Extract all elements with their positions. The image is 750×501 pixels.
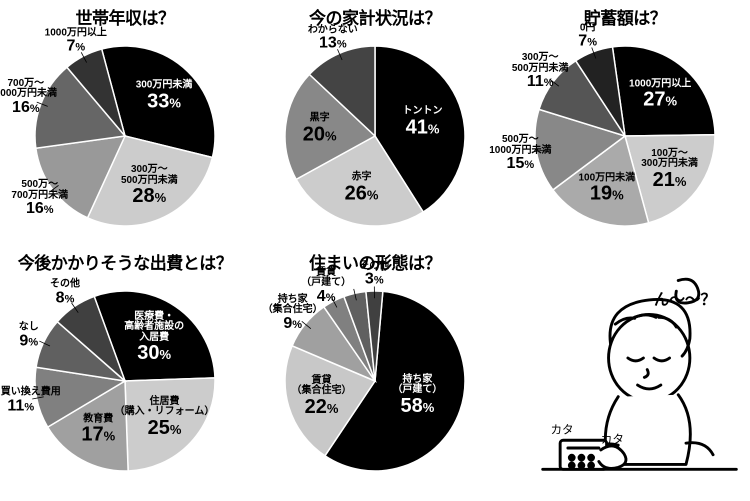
pie-savings: 1000万円以上27%100万～300万円未満21%100万円未満19%500万… — [520, 31, 730, 241]
svg-text:カタ: カタ — [550, 423, 573, 436]
cell-income: 世帯年収は？300万円未満33%300万～500万円未満28%500万～700万… — [0, 0, 250, 245]
slice-expenses-1 — [125, 378, 215, 471]
title-expenses: 今後かかりそうな出費とは？ — [18, 249, 233, 274]
cell-savings: 貯蓄額は？1000万円以上27%100万～300万円未満21%100万円未満19… — [500, 0, 750, 245]
title-housing: 住まいの形態は？ — [309, 249, 441, 274]
chart-grid: 世帯年収は？300万円未満33%300万～500万円未満28%500万～700万… — [0, 0, 750, 500]
pie-expenses: 医療費・高齢者施設の入居費30%住居費（購入・リフォーム）25%教育費17%車の… — [20, 276, 230, 486]
svg-text:カタ: カタ — [601, 433, 624, 446]
illustration-cell: ん〜〜？ カタ カタ — [500, 245, 750, 500]
cell-household: 今の家計状況は？トントン41%赤字26%黒字20%わからない13% — [250, 0, 500, 245]
title-savings: 貯蓄額は？ — [584, 4, 667, 29]
cell-housing: 住まいの形態は？持ち家（戸建て）58%賃貸（集合住宅）22%持ち家（集合住宅）9… — [250, 245, 500, 500]
pie-household: トントン41%赤字26%黒字20%わからない13% — [270, 31, 480, 241]
title-household: 今の家計状況は？ — [309, 4, 441, 29]
pie-income: 300万円未満33%300万～500万円未満28%500万～700万円未満16%… — [20, 31, 230, 241]
worried-person-illustration: ん〜〜？ カタ カタ — [504, 249, 746, 496]
cell-expenses: 今後かかりそうな出費とは？医療費・高齢者施設の入居費30%住居費（購入・リフォー… — [0, 245, 250, 500]
title-income: 世帯年収は？ — [76, 4, 175, 29]
pie-housing: 持ち家（戸建て）58%賃貸（集合住宅）22%持ち家（集合住宅）9%賃貸（戸建て）… — [270, 276, 480, 486]
slice-savings-0 — [612, 46, 715, 136]
